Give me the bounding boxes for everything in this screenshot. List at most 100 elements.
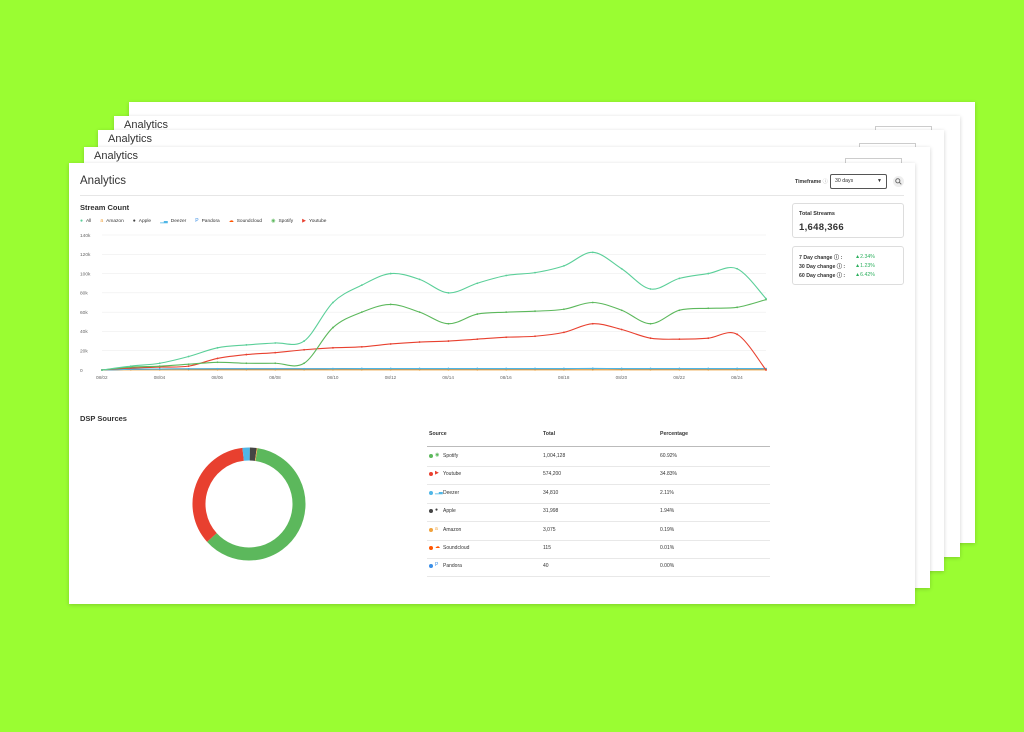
data-point-spotify — [649, 322, 652, 325]
change-row-7day: 7 Day change ⓘ : — [799, 254, 842, 261]
legend-label: Soundcloud — [236, 218, 263, 224]
x-tick-label: 08/08 — [269, 375, 281, 380]
info-icon: ⓘ — [822, 179, 828, 185]
header-divider — [427, 446, 770, 447]
legend-item-youtube[interactable]: ▶ Youtube — [302, 218, 326, 224]
data-point-all — [245, 344, 248, 346]
data-point-deezer — [476, 367, 479, 370]
page-title: Analytics — [80, 175, 127, 187]
x-tick-label: 08/10 — [327, 375, 339, 380]
soundcloud-icon: ☁ — [435, 544, 440, 550]
data-point-all — [707, 272, 710, 275]
total-cell: 574,200 — [543, 471, 562, 478]
data-point-deezer — [187, 367, 190, 370]
data-point-all — [736, 267, 739, 270]
y-tick-label: 20k — [80, 349, 88, 355]
timeframe-label: Timeframe ⓘ — [795, 178, 828, 185]
data-point-all — [765, 297, 767, 300]
table-row: ◉ Spotify 1,004,128 60.92% — [427, 448, 770, 467]
total-cell: 1,004,128 — [543, 453, 566, 459]
data-point-spotify — [563, 308, 565, 311]
data-point-youtube — [476, 338, 479, 341]
data-point-spotify — [389, 303, 392, 306]
change-label: 30 Day change — [799, 264, 836, 270]
legend-item-soundcloud[interactable]: ☁ Soundcloud — [229, 218, 262, 224]
data-point-youtube — [332, 346, 334, 349]
legend-label: Pandora — [201, 218, 220, 224]
legend-label: Apple — [138, 218, 152, 224]
x-tick-label: 08/12 — [385, 375, 397, 380]
data-point-spotify — [707, 307, 710, 310]
status-dot — [429, 509, 433, 514]
donut-slice-youtube — [192, 447, 245, 542]
column-header-percentage: Percentage — [660, 431, 688, 437]
table-row: ☁ Soundcloud 115 0.01% — [427, 540, 770, 559]
percentage-cell: 2.11% — [660, 489, 674, 496]
search-icon — [895, 178, 902, 185]
chart-legend: ● All a Amazon ● Apple ▁▃ Deezer P Pandora ☁ Soundc… — [80, 218, 335, 224]
percentage-cell: 0.01% — [660, 545, 675, 551]
legend-item-deezer[interactable]: ▁▃ Deezer — [160, 218, 186, 224]
total-cell: 40 — [543, 563, 549, 570]
percentage-cell: 60.92% — [660, 453, 677, 459]
soundcloud-icon: ☁ — [228, 218, 234, 224]
change-value: ▲1.23% — [855, 263, 875, 269]
data-point-all — [158, 362, 161, 365]
data-point-all — [389, 272, 392, 275]
data-point-youtube — [418, 341, 421, 343]
dsp-donut-chart — [192, 447, 306, 561]
total-streams-value: 1,648,366 — [799, 222, 844, 233]
data-point-deezer — [332, 367, 334, 370]
data-point-deezer — [736, 367, 739, 370]
stream-count-chart: 0 20k 40k 60k 80k 100k 120k 140k 08/02 08/04 08/06… — [80, 233, 767, 380]
data-point-all — [274, 342, 277, 344]
data-point-youtube — [187, 365, 190, 368]
series-line-all — [101, 251, 767, 371]
search-button[interactable] — [893, 176, 904, 187]
source-cell: Youtube — [443, 471, 462, 478]
data-point-youtube — [563, 331, 565, 334]
info-icon: ⓘ : — [836, 273, 846, 279]
source-cell: Amazon — [443, 526, 462, 533]
total-cell: 3,075 — [543, 526, 556, 533]
percentage-cell: 0.00% — [660, 563, 675, 570]
data-point-spotify — [418, 311, 421, 314]
change-value: ▲6.42% — [855, 272, 875, 278]
info-icon: ⓘ : — [833, 255, 843, 261]
data-point-youtube — [505, 336, 508, 339]
legend-item-apple[interactable]: ● Apple — [133, 218, 151, 224]
data-point-all — [678, 277, 681, 280]
x-tick-label: 08/14 — [442, 375, 454, 380]
source-cell: Spotify — [443, 453, 459, 459]
data-point-spotify — [447, 322, 450, 325]
percentage-cell: 1.94% — [660, 508, 675, 515]
back-sheet-title: Analytics — [108, 133, 153, 145]
data-point-all — [563, 264, 565, 267]
data-point-all — [101, 369, 103, 371]
data-point-deezer — [563, 367, 565, 370]
y-tick-label: 100k — [80, 271, 91, 277]
data-point-youtube — [447, 340, 450, 342]
x-tick-label: 08/24 — [731, 375, 743, 380]
legend-item-pandora[interactable]: P Pandora — [195, 218, 219, 224]
legend-item-amazon[interactable]: a Amazon — [100, 218, 123, 224]
legend-label: Youtube — [308, 218, 327, 224]
legend-item-spotify[interactable]: ◉ Spotify — [271, 218, 293, 224]
legend-label: Spotify — [278, 218, 294, 224]
data-point-deezer — [418, 367, 421, 370]
back-sheet-title: Analytics — [94, 150, 139, 162]
data-point-deezer — [303, 367, 305, 370]
y-tick-label: 140k — [80, 233, 91, 239]
legend-item-all[interactable]: ● All — [80, 218, 91, 224]
data-point-deezer — [591, 367, 594, 370]
total-cell: 34,810 — [543, 489, 559, 496]
series-line-youtube — [101, 323, 767, 371]
data-point-deezer — [447, 367, 450, 370]
amazon-icon: a — [435, 525, 438, 532]
data-point-deezer — [707, 367, 710, 370]
timeframe-select[interactable]: 30 days ▼ — [830, 174, 887, 189]
apple-icon: ● — [132, 218, 136, 224]
data-point-deezer — [389, 367, 392, 370]
data-point-youtube — [707, 337, 710, 340]
chevron-down-icon: ▼ — [877, 178, 882, 184]
